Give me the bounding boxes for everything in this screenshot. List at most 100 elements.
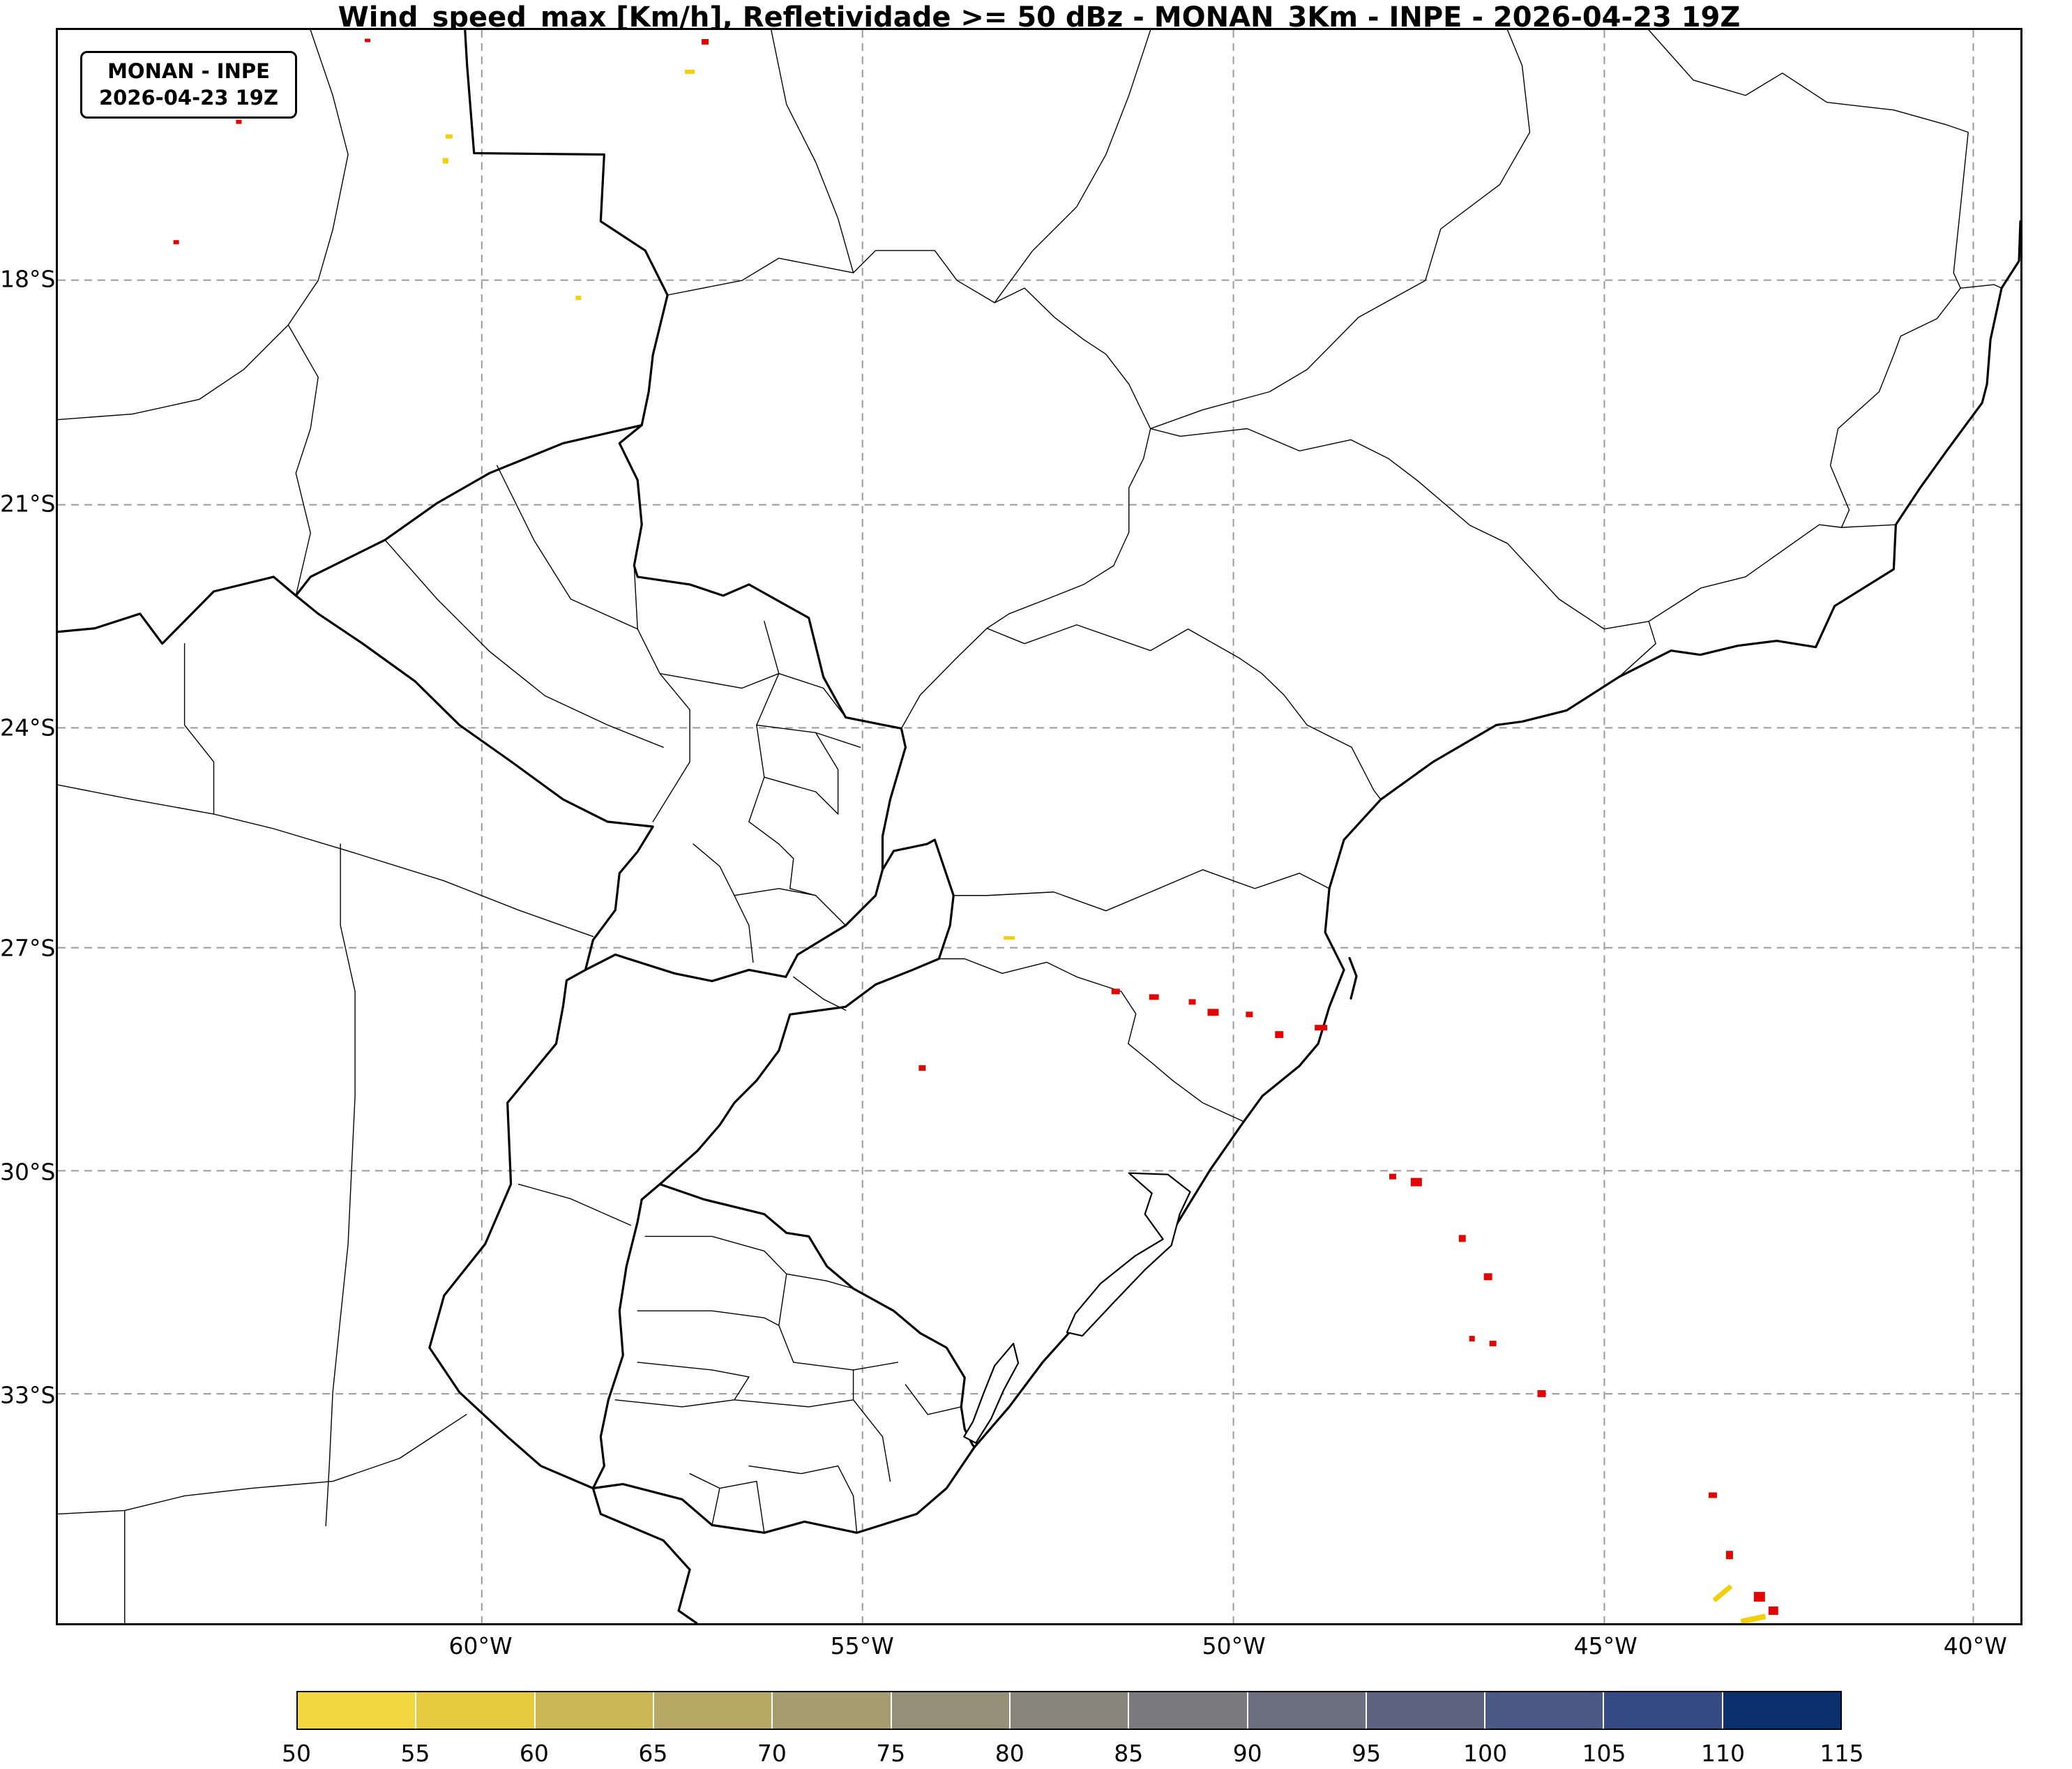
florianopolis-island-coast xyxy=(1348,956,1358,1000)
state-border xyxy=(637,1362,750,1378)
brazil-uruguay-border xyxy=(658,1183,976,1449)
state-border xyxy=(771,30,854,273)
colorbar-segment xyxy=(1723,1692,1841,1729)
colorbar-tick-label: 50 xyxy=(282,1740,311,1767)
colorbar-tick-label: 65 xyxy=(638,1740,668,1767)
colorbar-tick-label: 60 xyxy=(519,1740,549,1767)
model-info-box: MONAN - INPE 2026-04-23 19Z xyxy=(80,51,297,119)
colorbar-segment xyxy=(298,1692,416,1729)
state-border xyxy=(789,888,847,926)
lagoa-dos-patos xyxy=(1066,1172,1191,1337)
storm-point xyxy=(1004,936,1015,940)
parana-paraguay-river-border xyxy=(428,30,907,1490)
storm-points-layer xyxy=(173,38,1778,1623)
storm-point xyxy=(1483,1273,1492,1281)
state-border xyxy=(748,621,780,822)
state-border xyxy=(764,776,839,815)
state-border xyxy=(764,1250,794,1363)
state-border xyxy=(734,888,817,896)
state-border xyxy=(1149,428,1649,630)
storm-point xyxy=(1246,1011,1253,1018)
lat-tick-label: 18°S xyxy=(0,265,56,293)
state-border xyxy=(786,1273,854,1289)
lat-tick-label: 33°S xyxy=(0,1381,56,1409)
storm-point xyxy=(1410,1177,1422,1187)
colorbar-tick-label: 115 xyxy=(1820,1740,1864,1767)
gridlines-layer xyxy=(58,30,2020,1623)
state-border xyxy=(496,465,638,630)
state-border xyxy=(953,869,1330,912)
state-border xyxy=(837,1465,858,1534)
state-border xyxy=(994,30,1151,303)
storm-point xyxy=(173,240,179,245)
colorbar-tick-label: 85 xyxy=(1114,1740,1144,1767)
colorbar-tick-label: 55 xyxy=(400,1740,430,1767)
lat-tick-label: 24°S xyxy=(0,714,56,742)
storm-point xyxy=(1315,1025,1328,1031)
lon-tick-label: 40°W xyxy=(1943,1632,2007,1659)
colorbar-segment xyxy=(1485,1692,1603,1729)
colorbar-segment xyxy=(416,1692,534,1729)
storm-point xyxy=(575,295,582,300)
lon-tick-label: 60°W xyxy=(448,1632,513,1659)
storm-point xyxy=(1768,1606,1778,1616)
state-border xyxy=(58,324,289,421)
storm-point xyxy=(685,69,695,74)
state-border xyxy=(58,1414,467,1515)
colorbar-segment xyxy=(1366,1692,1485,1729)
storm-point xyxy=(1275,1031,1284,1039)
state-border xyxy=(938,958,1245,1122)
state-borders xyxy=(58,30,2002,1623)
lat-tick-label: 30°S xyxy=(0,1158,56,1186)
state-border xyxy=(711,1487,720,1526)
storm-point xyxy=(702,38,709,45)
state-border xyxy=(1648,524,1897,622)
storm-point xyxy=(1458,1235,1466,1242)
lon-tick-label: 45°W xyxy=(1573,1632,1638,1659)
colorbar-segment xyxy=(891,1692,1009,1729)
state-border xyxy=(793,976,847,1011)
storm-point xyxy=(1489,1341,1497,1347)
colorbar-segment xyxy=(535,1692,653,1729)
colorbar xyxy=(296,1691,1842,1730)
colorbar-segment xyxy=(1010,1692,1128,1729)
bolivia-argentina-border xyxy=(58,575,297,645)
colorbar-tick-label: 105 xyxy=(1582,1740,1626,1767)
state-border xyxy=(1149,30,1531,430)
state-border xyxy=(1618,621,1656,678)
bolivia-paraguay-border xyxy=(294,423,643,597)
colorbar-segment xyxy=(1604,1692,1722,1729)
colorbar-tick-label: 100 xyxy=(1463,1740,1508,1767)
state-border xyxy=(822,687,847,718)
map-canvas xyxy=(58,30,2020,1623)
storm-point xyxy=(1149,994,1159,1000)
colorbar-tick-label: 90 xyxy=(1232,1740,1262,1767)
state-border xyxy=(882,1436,891,1482)
state-border xyxy=(689,1473,757,1489)
colorbar-tick-label: 95 xyxy=(1352,1740,1382,1767)
colorbar-tick-label: 75 xyxy=(876,1740,906,1767)
lagoa-mirim xyxy=(963,1342,1020,1444)
state-border xyxy=(815,732,839,815)
state-border xyxy=(633,565,690,822)
map-plot-area: MONAN - INPE 2026-04-23 19Z xyxy=(56,28,2022,1625)
storm-point xyxy=(1469,1336,1475,1342)
state-border xyxy=(517,1183,631,1226)
storm-point xyxy=(1740,1613,1767,1623)
state-border xyxy=(58,784,594,938)
storm-point xyxy=(442,158,448,164)
storm-point xyxy=(1753,1592,1765,1602)
state-border xyxy=(693,843,754,963)
lat-tick-label: 21°S xyxy=(0,490,56,518)
lon-tick-label: 50°W xyxy=(1202,1632,1266,1659)
state-border xyxy=(1960,284,2002,289)
state-border xyxy=(183,642,215,815)
state-border xyxy=(637,1310,780,1326)
colorbar-gradient xyxy=(298,1692,1841,1729)
storm-point xyxy=(1537,1390,1546,1397)
colorbar-segment xyxy=(1248,1692,1366,1729)
colorbar-tick-label: 110 xyxy=(1701,1740,1746,1767)
brazil-argentina-uruguay-river-border xyxy=(591,838,955,1490)
storm-point xyxy=(1725,1551,1733,1560)
storm-point xyxy=(1207,1009,1219,1016)
